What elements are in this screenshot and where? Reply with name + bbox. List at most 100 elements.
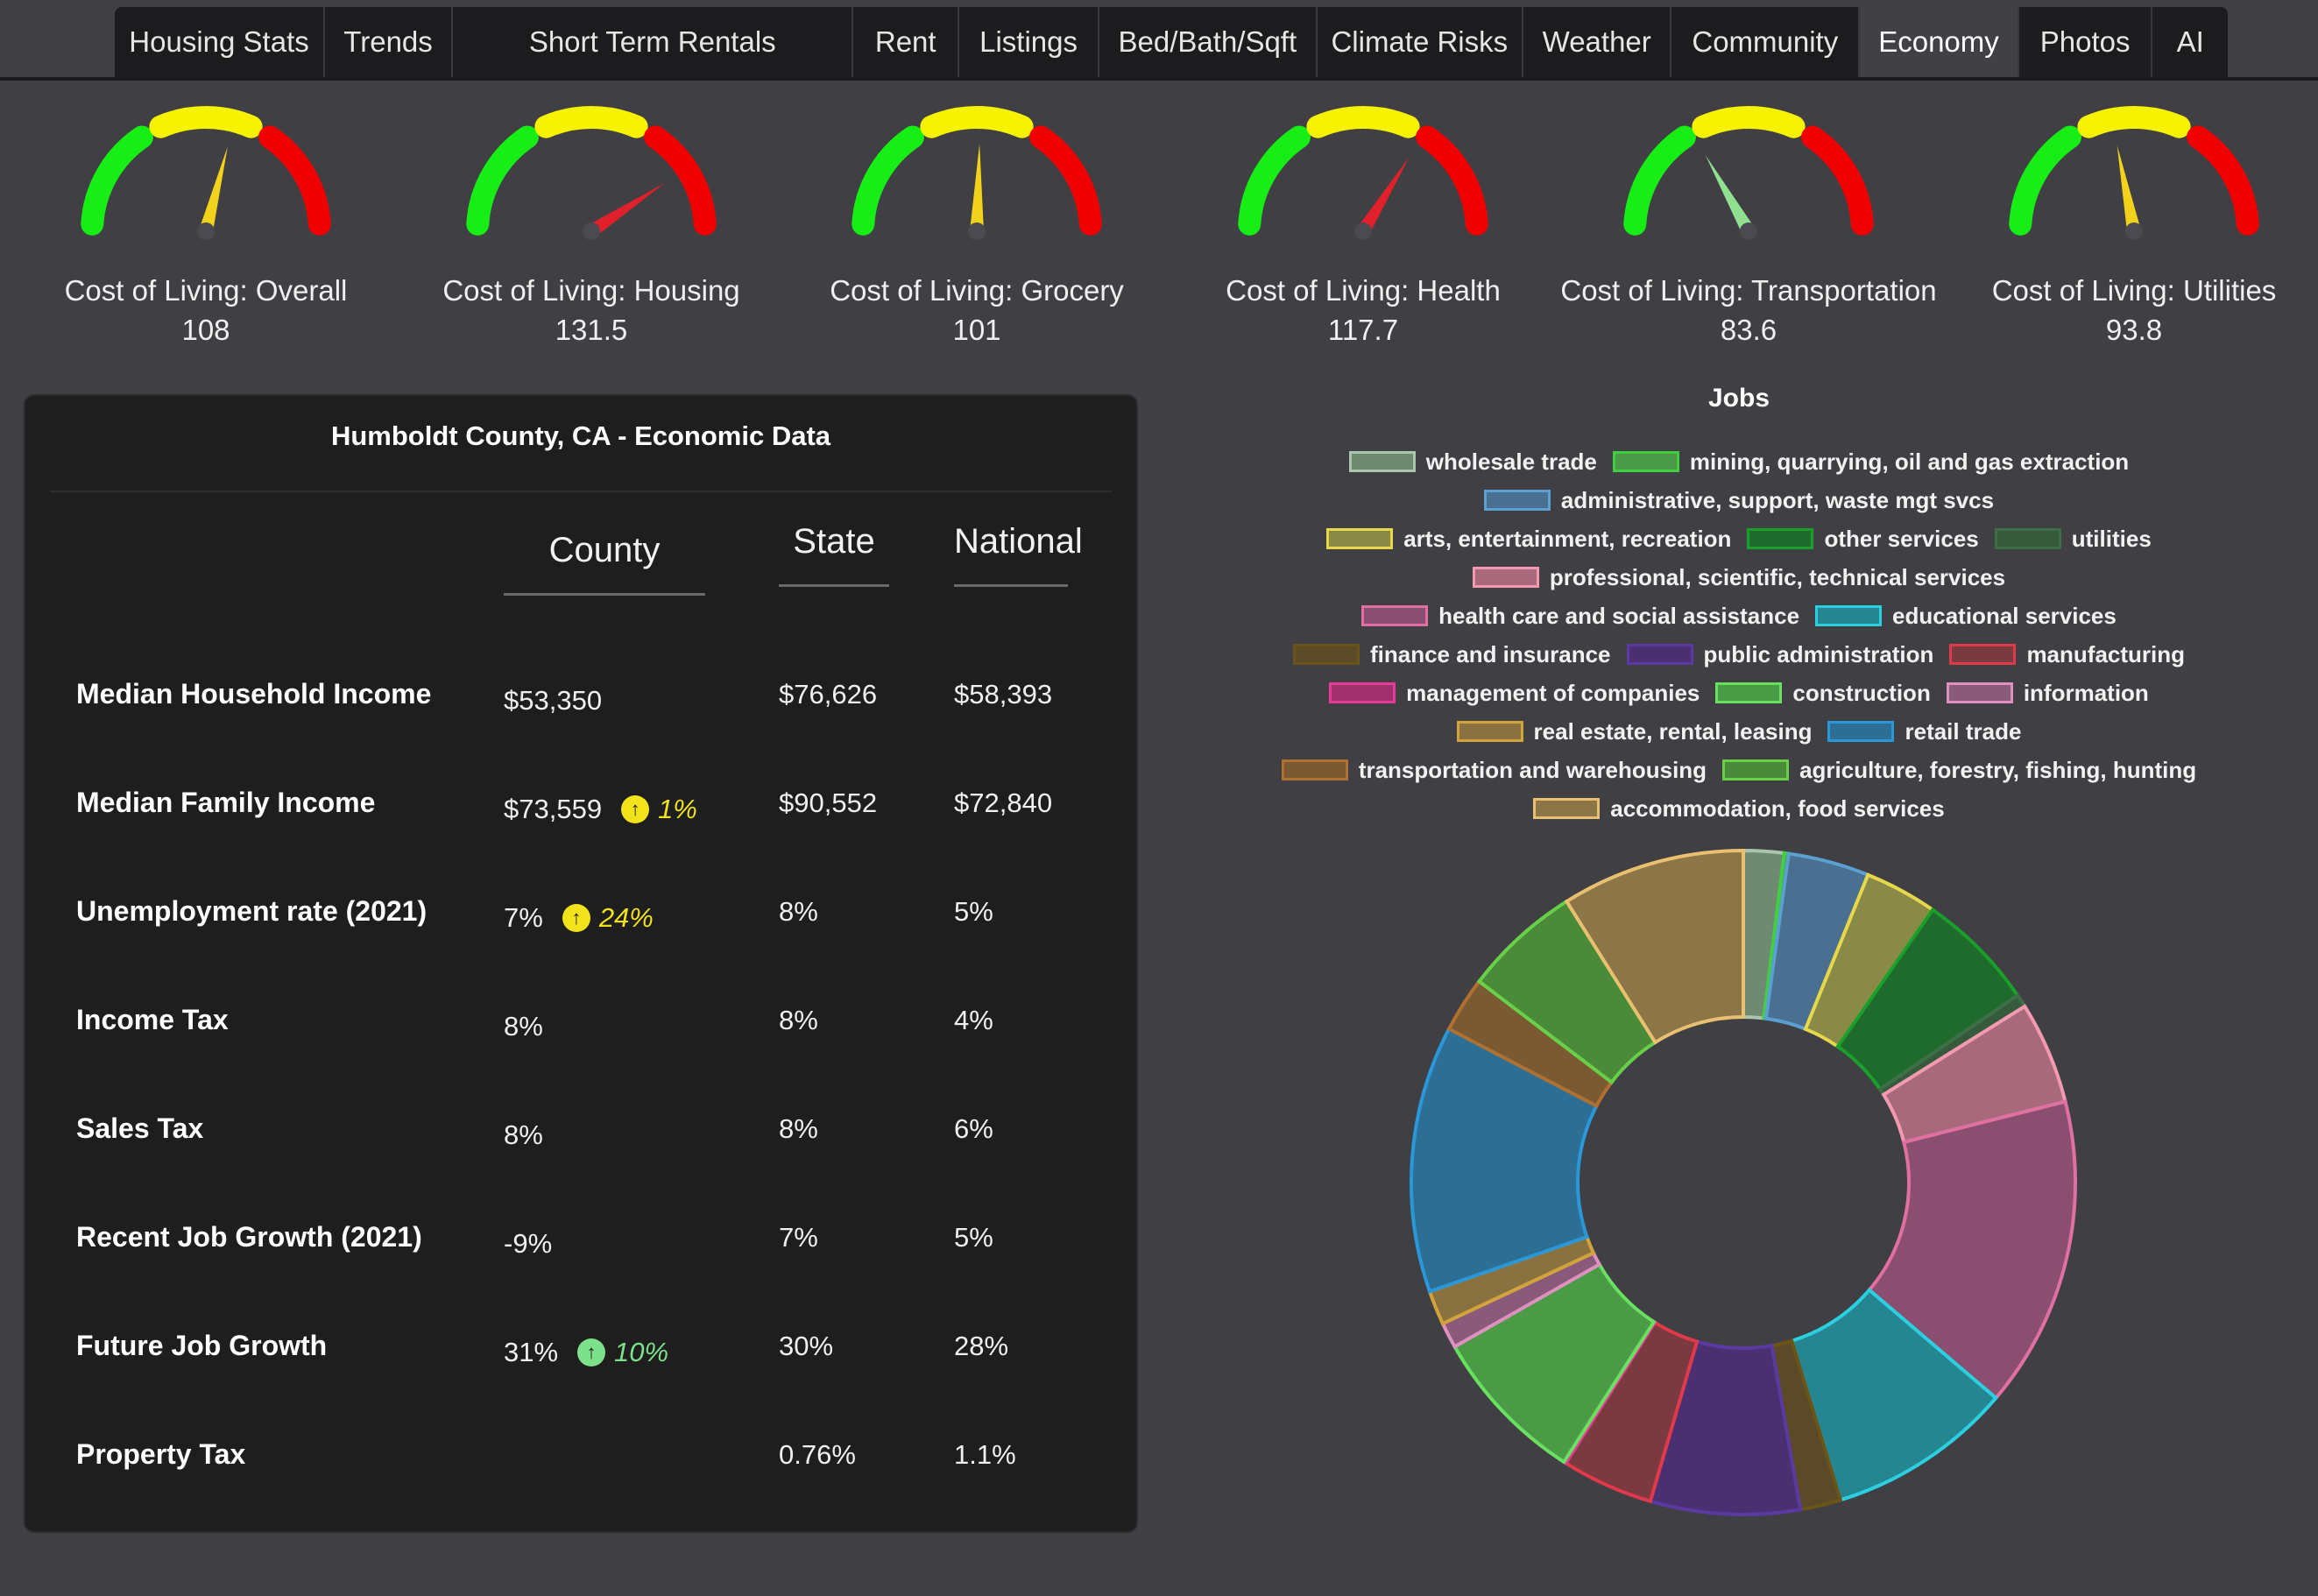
tab-economy[interactable]: Economy <box>1858 7 2018 77</box>
gauge-value: 131.5 <box>555 314 628 346</box>
navigation-tabs: Housing Stats Trends Short Term Rentals Ren… <box>115 7 2228 77</box>
gauge-red-zone <box>258 125 331 236</box>
gauge-green-zone <box>466 125 539 236</box>
legend-label: construction <box>1792 679 1931 706</box>
tab-rent[interactable]: Rent <box>852 7 958 77</box>
cost-of-living-gauge: Cost of Living: Overall 108 <box>13 98 399 361</box>
column-underline <box>779 584 889 587</box>
legend-swatch <box>1533 798 1601 819</box>
gauge-needle <box>199 146 228 233</box>
legend-item[interactable]: arts, entertainment, recreation <box>1326 526 1731 553</box>
legend-item[interactable]: wholesale trade <box>1348 448 1597 476</box>
legend-label: transportation and warehousing <box>1358 756 1707 783</box>
arrow-up-icon: ↑ <box>562 904 590 932</box>
legend-item[interactable]: mining, quarrying, oil and gas extractio… <box>1612 448 2129 476</box>
tab-weather[interactable]: Weather <box>1521 7 1670 77</box>
row-label: Income Tax <box>76 1004 229 1035</box>
legend-swatch <box>1348 451 1416 472</box>
legend-item[interactable]: public administration <box>1626 641 1933 668</box>
legend-item[interactable]: information <box>1946 680 2149 707</box>
state-value: $90,552 <box>779 787 878 818</box>
column-header-national: National <box>954 522 1083 587</box>
legend-swatch <box>1612 451 1679 472</box>
tab-housing-stats[interactable]: Housing Stats <box>129 25 309 58</box>
economic-data-panel: Humboldt County, CA - Economic Data Coun… <box>24 394 1138 1533</box>
gauge-hub <box>197 222 215 240</box>
national-value: 6% <box>954 1113 993 1144</box>
legend-row: health care and social assistance educati… <box>1165 597 2313 635</box>
legend-item[interactable]: educational services <box>1815 603 2117 630</box>
gauge-green-zone <box>1623 125 1696 236</box>
change-indicator: ↑ 10% <box>577 1337 668 1368</box>
legend-row: wholesale trade mining, quarrying, oil an… <box>1165 442 2313 481</box>
state-value: 8% <box>779 1113 818 1144</box>
arrow-up-icon: ↑ <box>577 1338 606 1366</box>
legend-item[interactable]: other services <box>1747 526 1979 553</box>
column-header-county-label: County <box>548 531 661 569</box>
legend-item[interactable]: retail trade <box>1827 718 2021 745</box>
county-value: 8% <box>504 1011 543 1042</box>
change-percent: 10% <box>614 1337 669 1367</box>
legend-item[interactable]: management of companies <box>1329 680 1700 707</box>
tab-bed-bath-sqft[interactable]: Bed/Bath/Sqft <box>1098 7 1316 77</box>
row-label: Sales Tax <box>76 1112 204 1144</box>
gauge-dial <box>2009 106 2259 240</box>
legend-label: manufacturing <box>2026 640 2186 667</box>
county-value: -9% <box>504 1228 553 1259</box>
row-label: Median Household Income <box>76 678 432 710</box>
arrow-up-icon: ↑ <box>621 795 650 823</box>
county-value-cell: 31% ↑ 10% <box>504 1337 668 1368</box>
tab-photos[interactable]: Photos <box>2017 7 2152 77</box>
legend-item[interactable]: professional, scientific, technical serv… <box>1472 564 2005 591</box>
tab-short-term-rentals[interactable]: Short Term Rentals <box>451 7 852 77</box>
donut-slice-health-care-and-social-assistance[interactable] <box>1866 1099 2077 1401</box>
legend-label: educational services <box>1892 602 2117 629</box>
donut-slice-retail-trade[interactable] <box>1410 1026 1600 1294</box>
legend-swatch <box>1483 490 1551 511</box>
gauge-dial <box>1238 106 1488 240</box>
cost-of-living-gauge: Cost of Living: Grocery 101 <box>784 98 1170 361</box>
county-value-cell: $53,350 <box>504 685 602 717</box>
tab-community[interactable]: Community <box>1670 7 1858 77</box>
legend-item[interactable]: finance and insurance <box>1292 641 1611 668</box>
national-value: $58,393 <box>954 679 1053 710</box>
legend-swatch <box>1329 682 1396 703</box>
gauge-needle <box>2117 145 2141 233</box>
gauge-value: 101 <box>952 314 1001 346</box>
legend-item[interactable]: manufacturing <box>1949 641 2185 668</box>
legend-item[interactable]: accommodation, food services <box>1533 795 1945 823</box>
state-value: 0.76% <box>779 1439 856 1470</box>
legend-label: administrative, support, waste mgt svcs <box>1560 486 1995 513</box>
gauge-dial <box>81 106 331 240</box>
tab-trends[interactable]: Trends <box>323 7 451 77</box>
legend-label: agriculture, forestry, fishing, hunting <box>1799 756 2197 783</box>
legend-item[interactable]: agriculture, forestry, fishing, hunting <box>1722 757 2196 784</box>
legend-item[interactable]: construction <box>1715 679 1931 707</box>
gauge-label: Cost of Living: Utilities <box>1991 274 2277 307</box>
legend-swatch <box>1946 682 2013 703</box>
legend-item[interactable]: administrative, support, waste mgt svcs <box>1483 486 1995 514</box>
tab-climate-risks[interactable]: Climate Risks <box>1315 7 1522 77</box>
gauge-needle <box>1705 154 1755 235</box>
change-indicator: ↑ 1% <box>621 794 697 825</box>
gauge-label: Cost of Living: Housing <box>442 274 740 307</box>
legend-row: management of companies construction infor… <box>1165 674 2313 712</box>
legend-item[interactable]: real estate, rental, leasing <box>1456 718 1812 745</box>
legend-item[interactable]: transportation and warehousing <box>1281 756 1707 784</box>
legend-label: management of companies <box>1406 679 1700 706</box>
gauge-hub <box>583 222 600 240</box>
legend-row: accommodation, food services <box>1165 789 2313 828</box>
county-value-cell: 7% ↑ 24% <box>504 902 654 934</box>
gauge-yellow-zone <box>1306 106 1420 138</box>
legend-item[interactable]: utilities <box>1994 526 2152 553</box>
gauge-yellow-zone <box>2077 106 2191 138</box>
legend-row: finance and insurance public administrati… <box>1165 635 2313 674</box>
legend-row: administrative, support, waste mgt svcs <box>1165 481 2313 519</box>
tab-ai[interactable]: AI <box>2151 7 2228 77</box>
legend-swatch <box>1326 528 1394 549</box>
national-value: 5% <box>954 1222 993 1253</box>
legend-item[interactable]: health care and social assistance <box>1361 603 1799 630</box>
donut-slice-accommodation-food-services[interactable] <box>1564 848 1745 1045</box>
tab-listings[interactable]: Listings <box>958 7 1098 77</box>
gauge-label: Cost of Living: Overall <box>64 274 348 307</box>
